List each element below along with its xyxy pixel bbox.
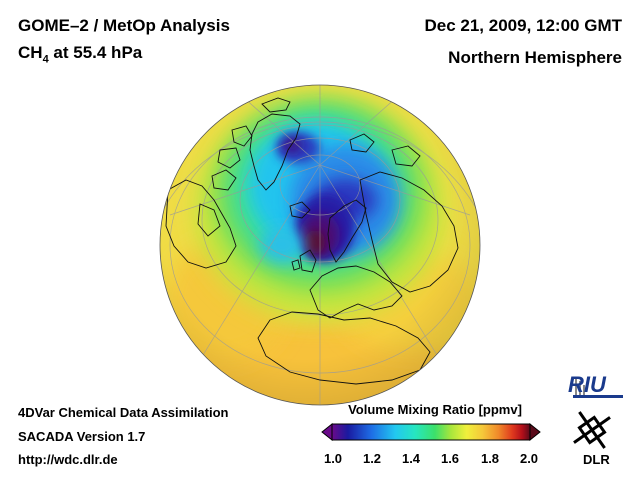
footer-line-1: 4DVar Chemical Data Assimilation [18,405,229,420]
riu-logo [573,377,623,398]
colorbar-max-arrow [529,422,541,442]
region-label: Northern Hemisphere [448,48,622,67]
analysis-datetime: Dec 21, 2009, 12:00 GMT [424,16,622,35]
footer-url: http://wdc.dlr.de [18,452,118,467]
colorbar-title: Volume Mixing Ratio [ppmv] [348,402,522,417]
species-label: CH4 at 55.4 hPa [18,43,143,66]
colorbar-tick: 1.4 [401,451,421,466]
map-title: GOME–2 / MetOp Analysis [18,16,230,35]
ch4-field [160,85,480,405]
colorbar-min-arrow [321,422,333,442]
colorbar [321,422,541,442]
dlr-logo-text: DLR [583,452,610,467]
colorbar-tick: 1.6 [440,451,460,466]
coastlines [165,97,459,385]
globe-outline [159,84,481,406]
footer-line-2: SACADA Version 1.7 [18,429,146,444]
colorbar-tick: 1.0 [323,451,343,466]
graticule [160,85,480,405]
colorbar-ramp [331,423,531,441]
colorbar-tick: 1.2 [362,451,382,466]
colorbar-tick: 1.8 [480,451,500,466]
riu-logo-text: RIU [568,372,606,397]
colorbar-tick: 2.0 [519,451,539,466]
dlr-logo-icon [573,411,611,449]
